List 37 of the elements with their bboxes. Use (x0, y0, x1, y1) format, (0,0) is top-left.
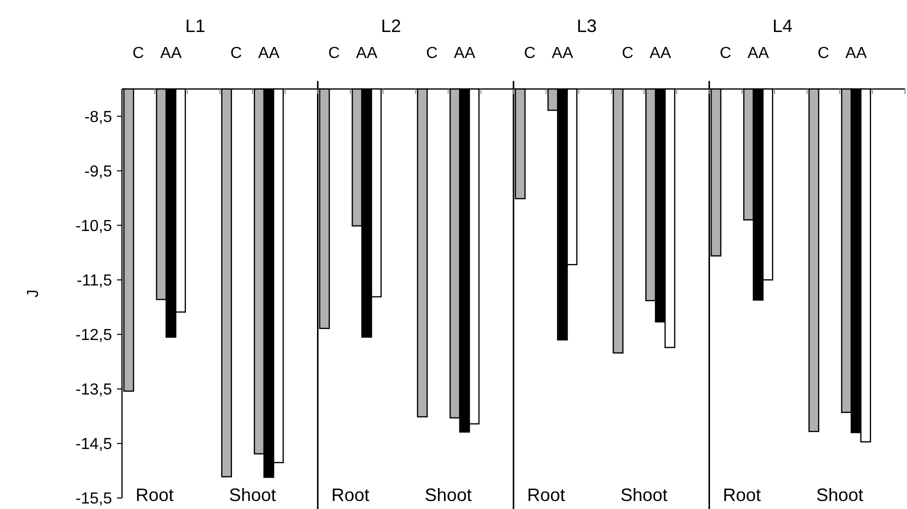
x-tick-label: C (426, 45, 438, 62)
y-tick-label: -9,5 (84, 163, 112, 180)
annotation: Root (722, 485, 761, 505)
y-tick-label: -8,5 (84, 108, 112, 126)
annotation: Shoot (620, 485, 668, 505)
text: L1 (185, 16, 206, 36)
x-tick-label: AA (552, 45, 574, 62)
y-axis-title: J (25, 290, 42, 298)
text: L3 (576, 16, 597, 36)
annotation: Shoot (228, 485, 276, 505)
x-tick-label: AA (650, 45, 672, 62)
x-tick-label: AA (160, 45, 182, 62)
y-tick-label: -13,5 (76, 382, 112, 399)
text: L2 (380, 16, 402, 36)
y-tick-label: -12,5 (76, 327, 112, 344)
y-tick-label: -15,5 (76, 490, 112, 508)
annotation: Shoot (424, 485, 472, 505)
y-tick-label: -14,5 (76, 436, 112, 454)
text: L4 (772, 16, 793, 36)
y-tick-label: -10,5 (76, 218, 112, 235)
annotation: Root (331, 485, 370, 505)
x-tick-label: C (328, 45, 340, 62)
annotation: Root (527, 485, 566, 505)
x-tick-label: C (720, 45, 732, 62)
annotation: Root (136, 485, 174, 505)
y-tick-label: -11,5 (76, 272, 112, 290)
x-tick-label: AA (845, 45, 868, 62)
x-tick-label: C (230, 45, 242, 62)
x-tick-label: AA (748, 45, 770, 62)
x-tick-label: C (524, 45, 536, 62)
x-tick-label: AA (356, 45, 378, 62)
x-tick-label: C (132, 45, 144, 62)
x-tick-label: C (818, 45, 830, 62)
annotation: Shoot (816, 485, 864, 505)
x-tick-label: C (622, 45, 634, 62)
x-tick-label: AA (454, 45, 476, 62)
x-tick-label: AA (258, 45, 280, 62)
